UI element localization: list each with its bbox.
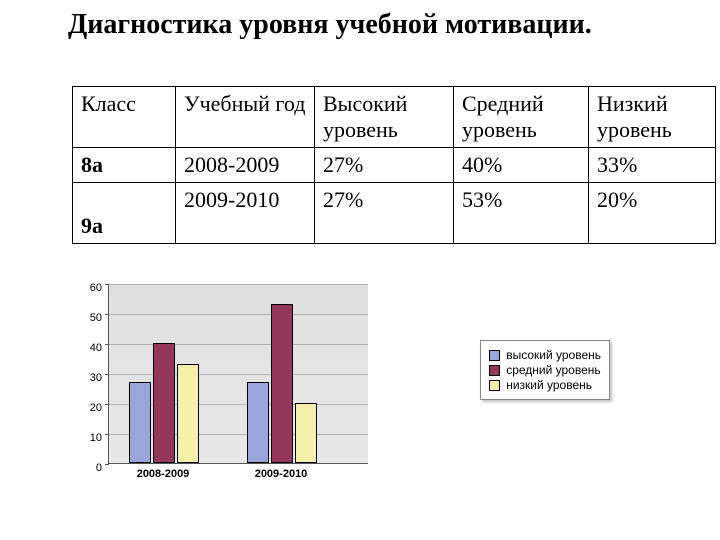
table-cell: 40% [454, 148, 589, 183]
th-year: Учебный год [176, 87, 315, 148]
legend-item: низкий уровень [489, 378, 601, 392]
bar [129, 382, 151, 463]
bar [247, 382, 269, 463]
grid-line [109, 344, 368, 345]
legend-label: высокий уровень [506, 348, 601, 362]
table-cell: 27% [315, 183, 454, 244]
legend: высокий уровеньсредний уровеньнизкий уро… [480, 340, 610, 400]
y-tick [105, 284, 109, 285]
table-row: 9а2009-201027%53%20% [73, 183, 716, 244]
y-axis-label: 60 [90, 282, 102, 294]
legend-swatch [489, 350, 500, 361]
y-axis-label: 30 [90, 372, 102, 384]
y-axis-label: 40 [90, 342, 102, 354]
legend-item: высокий уровень [489, 348, 601, 362]
table-cell: 33% [589, 148, 716, 183]
table-cell: 2008-2009 [176, 148, 315, 183]
bar-chart: 0 10 20 30 40 50 60 2008-2009 2009-2010 высокий… [80, 280, 640, 510]
y-tick [105, 314, 109, 315]
legend-swatch [489, 380, 500, 391]
bar [177, 364, 199, 463]
table-row: 8а2008-200927%40%33% [73, 148, 716, 183]
table-cell: 9а [73, 183, 176, 244]
bar [153, 343, 175, 463]
table-cell: 53% [454, 183, 589, 244]
grid-line [109, 374, 368, 375]
th-class: Класс [73, 87, 176, 148]
bar [271, 304, 293, 463]
th-high: Высокий уровень [315, 87, 454, 148]
th-low: Низкий уровень [589, 87, 716, 148]
legend-item: средний уровень [489, 363, 601, 377]
slide: Диагностика уровня учебной мотивации. Кл… [0, 0, 720, 540]
plot-area [108, 284, 368, 464]
table-cell: 20% [589, 183, 716, 244]
x-axis-label: 2009-2010 [255, 468, 308, 480]
data-table: Класс Учебный год Высокий уровень Средни… [72, 86, 716, 244]
page-title: Диагностика уровня учебной мотивации. [68, 10, 668, 41]
legend-label: низкий уровень [506, 378, 592, 392]
y-axis: 0102030405060 [80, 284, 104, 464]
y-tick [105, 374, 109, 375]
y-axis-label: 50 [90, 312, 102, 324]
grid-line [109, 284, 368, 285]
x-axis-label: 2008-2009 [137, 468, 190, 480]
legend-swatch [489, 365, 500, 376]
th-mid: Средний уровень [454, 87, 589, 148]
y-tick [105, 434, 109, 435]
legend-label: средний уровень [506, 363, 600, 377]
y-axis-label: 0 [96, 462, 102, 474]
y-tick [105, 464, 109, 465]
table-cell: 8а [73, 148, 176, 183]
table-cell: 2009-2010 [176, 183, 315, 244]
table-header-row: Класс Учебный год Высокий уровень Средни… [73, 87, 716, 148]
y-axis-label: 20 [90, 402, 102, 414]
y-axis-label: 10 [90, 432, 102, 444]
bar [295, 403, 317, 463]
grid-line [109, 314, 368, 315]
table-cell: 27% [315, 148, 454, 183]
y-tick [105, 404, 109, 405]
y-tick [105, 344, 109, 345]
